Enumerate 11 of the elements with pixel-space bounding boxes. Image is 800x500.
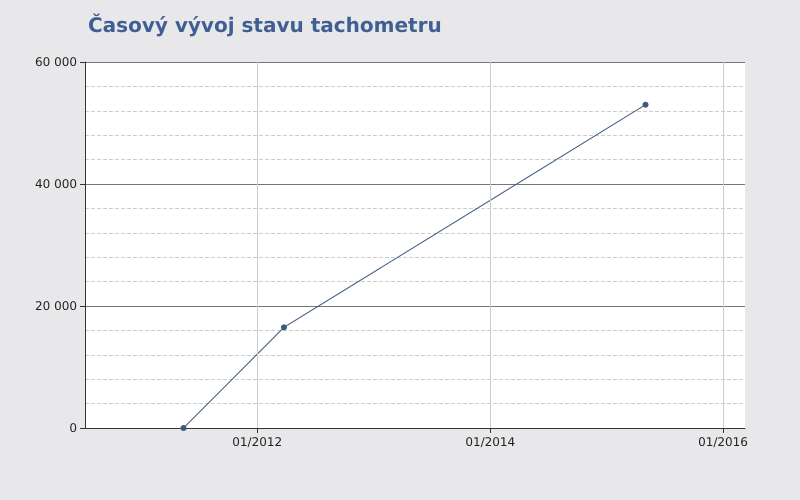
x-tick-label: 01/2014 bbox=[465, 435, 516, 449]
point bbox=[642, 102, 649, 108]
x-tick-label: 01/2012 bbox=[232, 435, 282, 449]
y-tick-label: 20 000 bbox=[35, 299, 77, 313]
y-tick-label: 60 000 bbox=[35, 55, 77, 69]
y-tick-label: 40 000 bbox=[35, 177, 77, 191]
y-tick-label: 0 bbox=[69, 421, 77, 435]
x-tick-label: 01/2016 bbox=[698, 435, 748, 449]
point bbox=[180, 425, 187, 431]
chart-title: Časový vývoj stavu tachometru bbox=[88, 13, 442, 37]
point bbox=[280, 324, 287, 330]
